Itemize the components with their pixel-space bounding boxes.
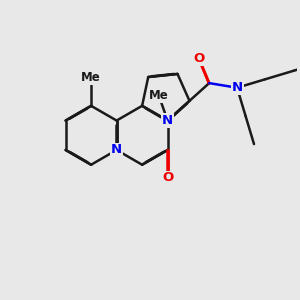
Text: N: N	[111, 143, 122, 157]
Text: O: O	[194, 52, 205, 65]
Text: N: N	[232, 81, 243, 94]
Text: Me: Me	[81, 71, 101, 84]
Text: N: N	[162, 114, 173, 127]
Text: Me: Me	[149, 89, 169, 102]
Text: O: O	[162, 172, 173, 184]
